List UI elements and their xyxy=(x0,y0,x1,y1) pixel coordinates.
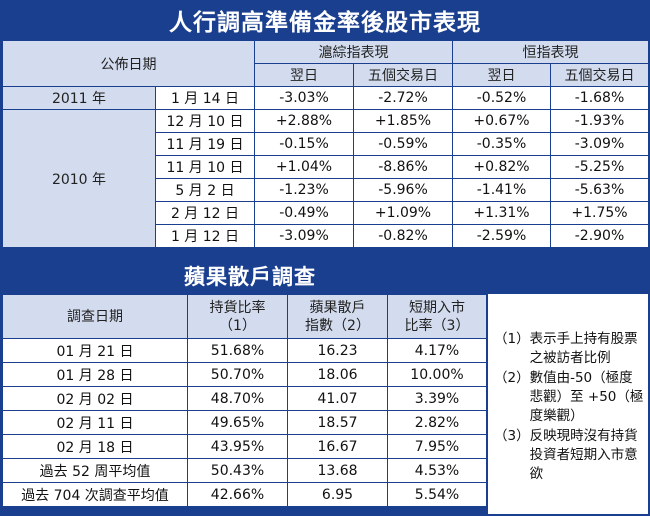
value-cell: -5.96% xyxy=(353,178,453,202)
value-cell: 51.68% xyxy=(187,338,288,363)
date-cell: 02 月 18 日 xyxy=(2,434,188,459)
value-cell: +1.85% xyxy=(353,109,453,133)
header-five-days: 五個交易日 xyxy=(353,63,453,87)
header-short-term-ratio-line2: 比率（3） xyxy=(404,317,470,334)
value-cell: +0.82% xyxy=(452,155,551,179)
value-cell: 13.68 xyxy=(287,458,388,483)
value-cell: 2.82% xyxy=(387,410,487,435)
survey-title: 蘋果散戶調查 xyxy=(184,265,316,289)
value-cell: -0.49% xyxy=(254,201,354,225)
value-cell: -0.52% xyxy=(452,86,551,110)
date-cell: 過去 52 周平均值 xyxy=(2,458,188,483)
value-cell: 48.70% xyxy=(187,386,288,411)
note-text: 數值由-50（極度悲觀）至 +50（極度樂觀） xyxy=(529,370,644,424)
header-survey-date: 調查日期 xyxy=(2,294,188,339)
value-cell: 43.95% xyxy=(187,434,288,459)
value-cell: -5.63% xyxy=(550,178,649,202)
value-cell: -2.59% xyxy=(452,224,551,248)
value-cell: 3.39% xyxy=(387,386,487,411)
value-cell: -5.25% xyxy=(550,155,649,179)
header-holding-ratio-line2: （1） xyxy=(219,317,256,334)
header-retail-index-line1: 蘋果散戶 xyxy=(309,299,366,316)
value-cell: -1.68% xyxy=(550,86,649,110)
main-title: 人行調高準備金率後股市表現 xyxy=(169,10,481,36)
value-cell: +1.75% xyxy=(550,201,649,225)
value-cell: 50.43% xyxy=(187,458,288,483)
date-cell: 02 月 02 日 xyxy=(2,386,188,411)
header-retail-index-line2: 指數（2） xyxy=(305,317,370,334)
value-cell: 49.65% xyxy=(187,410,288,435)
value-cell: 16.67 xyxy=(287,434,388,459)
value-cell: -1.41% xyxy=(452,178,551,202)
header-shanghai: 滬綜指表現 xyxy=(254,40,453,64)
note-text: 反映現時沒有持貨投資者短期入市意欲 xyxy=(529,428,638,482)
survey-table: 調查日期 持貨比率 （1） 蘋果散戶 指數（2） 短期入市 比率（3） 01 月… xyxy=(2,294,487,507)
year-cell: 2010 年 xyxy=(2,109,156,248)
value-cell: -2.90% xyxy=(550,224,649,248)
value-cell: -0.82% xyxy=(353,224,453,248)
header-next-day: 翌日 xyxy=(254,63,354,87)
header-five-days: 五個交易日 xyxy=(550,63,649,87)
value-cell: +0.67% xyxy=(452,109,551,133)
value-cell: +1.04% xyxy=(254,155,354,179)
note-item: （2） 數值由-50（極度悲觀）至 +50（極度樂觀） xyxy=(494,369,645,426)
value-cell: -0.59% xyxy=(353,132,453,156)
notes-panel: （1） 表示手上持有股票之被訪者比例 （2） 數值由-50（極度悲觀）至 +50… xyxy=(488,294,648,514)
value-cell: -1.23% xyxy=(254,178,354,202)
date-cell: 2 月 12 日 xyxy=(155,201,255,225)
value-cell: 18.06 xyxy=(287,362,388,387)
value-cell: 42.66% xyxy=(187,482,288,507)
date-cell: 過去 704 次調查平均值 xyxy=(2,482,188,507)
value-cell: -1.93% xyxy=(550,109,649,133)
value-cell: -0.35% xyxy=(452,132,551,156)
note-number: （3） xyxy=(494,428,530,444)
note-number: （1） xyxy=(494,331,530,347)
date-cell: 1 月 14 日 xyxy=(155,86,255,110)
date-cell: 1 月 12 日 xyxy=(155,224,255,248)
value-cell: 6.95 xyxy=(287,482,388,507)
value-cell: -8.86% xyxy=(353,155,453,179)
value-cell: -3.09% xyxy=(254,224,354,248)
date-cell: 02 月 11 日 xyxy=(2,410,188,435)
note-item: （1） 表示手上持有股票之被訪者比例 xyxy=(494,330,645,368)
year-cell: 2011 年 xyxy=(2,86,156,110)
header-hangseng: 恒指表現 xyxy=(452,40,649,64)
rrr-market-table: 公佈日期 滬綜指表現 恒指表現 翌日 五個交易日 翌日 五個交易日 2011 年… xyxy=(2,40,649,248)
value-cell: 18.57 xyxy=(287,410,388,435)
header-retail-index: 蘋果散戶 指數（2） xyxy=(287,294,388,339)
value-cell: 10.00% xyxy=(387,362,487,387)
value-cell: 5.54% xyxy=(387,482,487,507)
date-cell: 11 月 19 日 xyxy=(155,132,255,156)
date-cell: 12 月 10 日 xyxy=(155,109,255,133)
value-cell: +2.88% xyxy=(254,109,354,133)
value-cell: 16.23 xyxy=(287,338,388,363)
value-cell: +1.09% xyxy=(353,201,453,225)
note-number: （2） xyxy=(494,370,530,386)
value-cell: -3.09% xyxy=(550,132,649,156)
value-cell: 41.07 xyxy=(287,386,388,411)
date-cell: 01 月 21 日 xyxy=(2,338,188,363)
header-announce-date: 公佈日期 xyxy=(2,40,255,87)
date-cell: 01 月 28 日 xyxy=(2,362,188,387)
note-text: 表示手上持有股票之被訪者比例 xyxy=(529,331,638,366)
value-cell: +1.31% xyxy=(452,201,551,225)
header-short-term-ratio: 短期入市 比率（3） xyxy=(387,294,487,339)
value-cell: -2.72% xyxy=(353,86,453,110)
value-cell: 4.17% xyxy=(387,338,487,363)
date-cell: 11 月 10 日 xyxy=(155,155,255,179)
value-cell: 50.70% xyxy=(187,362,288,387)
header-next-day: 翌日 xyxy=(452,63,551,87)
value-cell: -3.03% xyxy=(254,86,354,110)
value-cell: 7.95% xyxy=(387,434,487,459)
header-short-term-ratio-line1: 短期入市 xyxy=(409,299,465,316)
date-cell: 5 月 2 日 xyxy=(155,178,255,202)
value-cell: 4.53% xyxy=(387,458,487,483)
value-cell: -0.15% xyxy=(254,132,354,156)
header-holding-ratio: 持貨比率 （1） xyxy=(187,294,288,339)
note-item: （3） 反映現時沒有持貨投資者短期入市意欲 xyxy=(494,427,645,484)
header-holding-ratio-line1: 持貨比率 xyxy=(209,299,266,316)
